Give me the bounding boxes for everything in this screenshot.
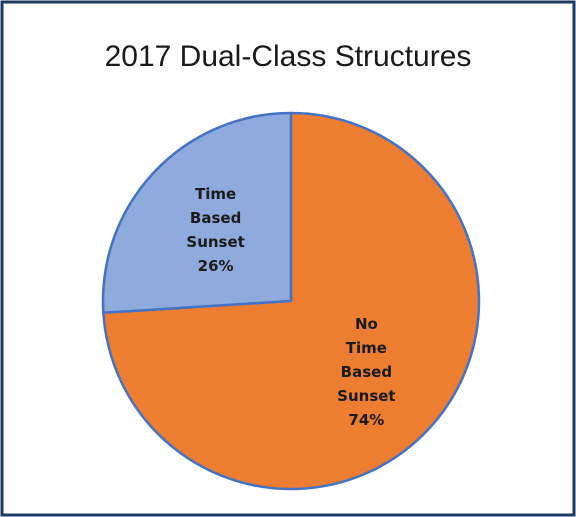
category-label: Time Based Sunset xyxy=(186,185,245,252)
pie-slice xyxy=(101,111,293,315)
label-box: Time Based Sunset 26% xyxy=(156,170,276,290)
value-label: 74% xyxy=(348,410,385,429)
category-label: No Time Based Sunset xyxy=(337,314,396,405)
pie-slice xyxy=(102,111,481,491)
slice-label: Time Based Sunset 26% xyxy=(156,170,276,290)
value-label: 26% xyxy=(197,257,234,276)
slice-label: No Time Based Sunset 74% xyxy=(306,312,426,432)
label-box: No Time Based Sunset 74% xyxy=(306,312,426,432)
chart-title: 2017 Dual-Class Structures xyxy=(105,40,472,73)
